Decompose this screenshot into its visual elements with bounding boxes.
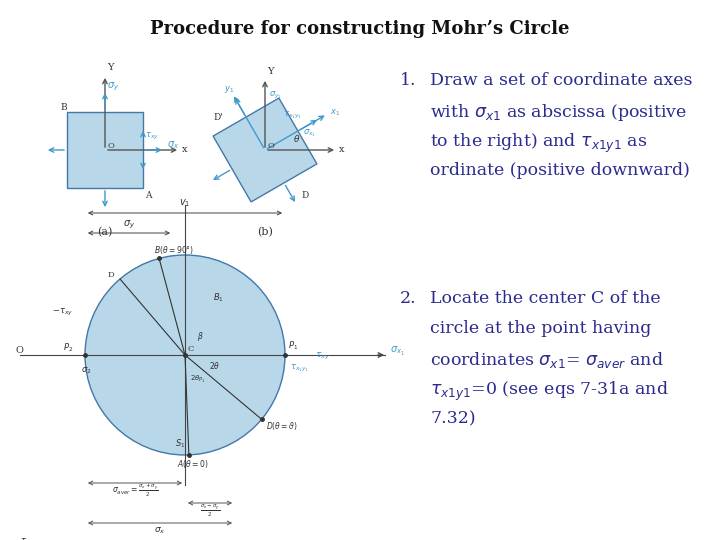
Text: $\sigma_{y_1}$: $\sigma_{y_1}$ — [269, 89, 282, 100]
Text: ordinate (positive downward): ordinate (positive downward) — [430, 162, 690, 179]
Text: $\beta$: $\beta$ — [197, 330, 204, 343]
Text: $y_1$: $y_1$ — [225, 84, 235, 94]
Text: A: A — [145, 191, 151, 200]
Text: 1.: 1. — [400, 72, 416, 89]
Text: $P_1$: $P_1$ — [288, 340, 298, 353]
Text: $\tau_{x_1y_1}$: $\tau_{x_1y_1}$ — [283, 109, 302, 120]
Text: 2.: 2. — [400, 290, 417, 307]
Text: (b): (b) — [257, 227, 273, 237]
Text: B: B — [60, 103, 67, 112]
Text: 7.32): 7.32) — [430, 410, 476, 427]
Circle shape — [85, 255, 285, 455]
Text: Y: Y — [107, 63, 114, 72]
Text: O: O — [267, 142, 274, 150]
Text: Locate the center C of the: Locate the center C of the — [430, 290, 661, 307]
Text: x: x — [182, 145, 187, 154]
Text: D: D — [108, 271, 114, 279]
Text: $\sigma_x$: $\sigma_x$ — [154, 525, 166, 536]
Text: $\tau_{xy}$: $\tau_{xy}$ — [315, 352, 330, 362]
Text: $\theta$: $\theta$ — [293, 133, 300, 144]
Text: $\tau_{x1y1}$=0 (see eqs 7-31a and: $\tau_{x1y1}$=0 (see eqs 7-31a and — [430, 380, 669, 403]
Text: D': D' — [213, 113, 222, 122]
Text: C: C — [188, 345, 194, 353]
Text: $P_2$: $P_2$ — [63, 342, 73, 354]
Text: $\sigma_{x_1}$: $\sigma_{x_1}$ — [390, 345, 405, 358]
Text: $x_1$: $x_1$ — [330, 107, 341, 118]
Text: $\tau_{x_1y_1}$: $\tau_{x_1y_1}$ — [20, 536, 39, 540]
Polygon shape — [67, 112, 143, 188]
Text: $\sigma_x$: $\sigma_x$ — [167, 139, 179, 151]
Text: $B(\theta=90°)$: $B(\theta=90°)$ — [154, 245, 194, 256]
Text: $v_1$: $v_1$ — [179, 197, 191, 209]
Text: $-\tau_{xy}$: $-\tau_{xy}$ — [52, 306, 73, 318]
Text: Procedure for constructing Mohr’s Circle: Procedure for constructing Mohr’s Circle — [150, 20, 570, 38]
Text: $\sigma_y$: $\sigma_y$ — [107, 80, 120, 93]
Text: $\tau_{xy}$: $\tau_{xy}$ — [145, 131, 159, 143]
Text: $D(\theta=\vartheta)$: $D(\theta=\vartheta)$ — [266, 420, 297, 433]
Text: $2\theta$: $2\theta$ — [209, 360, 220, 371]
Text: coordinates $\sigma_{x1}$= $\sigma_{aver}$ and: coordinates $\sigma_{x1}$= $\sigma_{aver… — [430, 350, 664, 370]
Text: $\sigma_2$: $\sigma_2$ — [81, 366, 91, 376]
Text: $\frac{\sigma_x-\sigma_y}{2}$: $\frac{\sigma_x-\sigma_y}{2}$ — [200, 502, 220, 519]
Text: Draw a set of coordinate axes: Draw a set of coordinate axes — [430, 72, 693, 89]
Text: circle at the point having: circle at the point having — [430, 320, 652, 337]
Text: $S_1$: $S_1$ — [175, 438, 186, 450]
Text: $A(\theta=0)$: $A(\theta=0)$ — [177, 458, 209, 470]
Text: $\sigma_{x_1}$: $\sigma_{x_1}$ — [303, 127, 316, 139]
Text: Y: Y — [267, 67, 274, 76]
Text: $\tau_{x_1y_1}$: $\tau_{x_1y_1}$ — [290, 362, 309, 374]
Text: $B_1$: $B_1$ — [213, 291, 224, 303]
Text: $2\theta_{P_1}$: $2\theta_{P_1}$ — [190, 374, 205, 385]
Text: $\sigma_y$: $\sigma_y$ — [123, 218, 135, 231]
Text: D: D — [301, 191, 308, 200]
Text: x: x — [339, 145, 344, 154]
Text: $\sigma_{aver}=\frac{\sigma_x+\sigma_y}{2}$: $\sigma_{aver}=\frac{\sigma_x+\sigma_y}{… — [112, 481, 158, 499]
Text: O: O — [107, 142, 114, 150]
Text: with $\sigma_{x1}$ as abscissa (positive: with $\sigma_{x1}$ as abscissa (positive — [430, 102, 687, 123]
Text: to the right) and $\tau_{x1y1}$ as: to the right) and $\tau_{x1y1}$ as — [430, 132, 647, 155]
Text: O: O — [15, 346, 23, 355]
Text: (a): (a) — [97, 227, 113, 237]
Polygon shape — [213, 98, 317, 202]
